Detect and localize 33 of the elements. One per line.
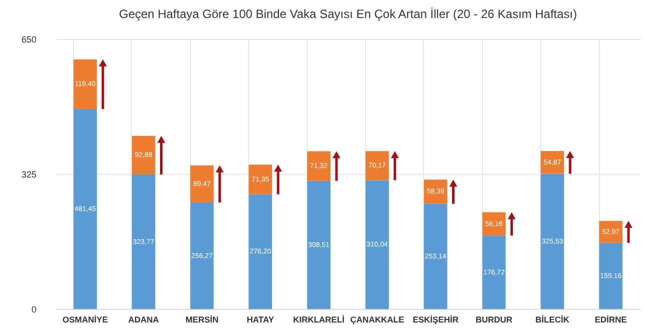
- x-tick-label: ADANA: [128, 314, 159, 324]
- x-tick-label: MERSİN: [185, 314, 219, 324]
- x-tick-label: EDİRNE: [594, 314, 628, 324]
- bar: [248, 194, 272, 309]
- bar: [132, 136, 156, 175]
- bar: [190, 202, 214, 309]
- chart-title: Geçen Haftaya Göre 100 Binde Vaka Sayısı En Çok Artan İller (20 - 26 Kasım Haftası): [119, 7, 577, 21]
- x-tick-label: HATAY: [246, 314, 274, 324]
- bar: [424, 204, 448, 309]
- bar: [540, 174, 564, 309]
- x-tick-label: BİLECİK: [535, 314, 570, 324]
- bar: [599, 242, 622, 309]
- x-tick-label: OSMANİYE: [62, 314, 108, 324]
- x-tick-label: ÇANAKKALE: [350, 314, 404, 324]
- bar: [307, 151, 330, 181]
- bar: [366, 180, 389, 309]
- bar: [132, 174, 156, 309]
- bar: [248, 164, 272, 194]
- y-tick-label: 0: [31, 304, 36, 314]
- x-tick-label: BURDUR: [476, 314, 512, 324]
- bar: [599, 220, 622, 243]
- bar: [74, 59, 97, 110]
- y-tick-label: 325: [21, 170, 36, 180]
- x-tick-label: ESKİŞEHİR: [412, 314, 459, 324]
- x-tick-label: KIRKLARELİ: [293, 314, 345, 324]
- bar: [540, 150, 564, 174]
- bar: [366, 151, 389, 180]
- bar: [74, 109, 97, 309]
- bar: [482, 236, 506, 309]
- bar: [307, 180, 330, 309]
- bar: [424, 180, 448, 204]
- bar: [190, 165, 214, 203]
- y-tick-label: 650: [21, 34, 36, 44]
